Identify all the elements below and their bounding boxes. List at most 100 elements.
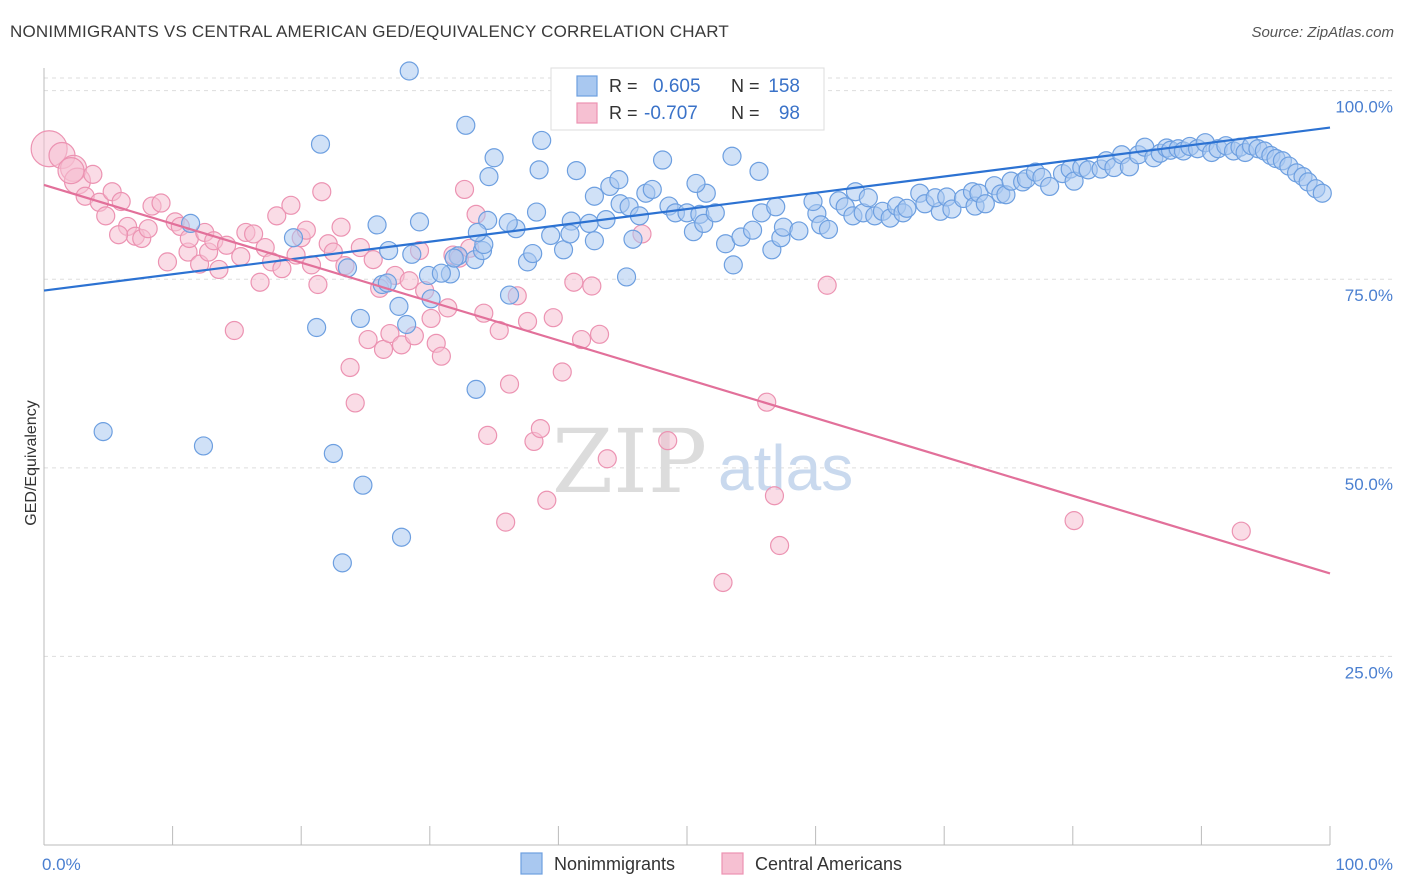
- point-nonimmigrants: [353, 475, 373, 495]
- point-nonimmigrants: [310, 134, 331, 154]
- stats-legend-swatch-pink: [576, 102, 598, 124]
- point-nonimmigrants: [391, 527, 412, 547]
- point-nonimmigrants: [766, 197, 786, 217]
- point-nonimmigrants: [897, 198, 917, 218]
- point-central-americans: [571, 329, 592, 350]
- point-central-americans: [157, 252, 178, 272]
- point-central-americans: [496, 512, 516, 532]
- point-nonimmigrants: [642, 179, 662, 200]
- stats-legend-n-value-blue: 158: [768, 76, 800, 97]
- trend-line-nonimmigrants: [43, 126, 1331, 292]
- point-nonimmigrants: [409, 212, 430, 232]
- point-nonimmigrants: [350, 308, 370, 329]
- point-nonimmigrants: [532, 130, 552, 151]
- point-central-americans: [597, 449, 617, 469]
- point-nonimmigrants: [789, 221, 809, 241]
- point-central-americans: [358, 329, 378, 350]
- point-nonimmigrants: [623, 229, 643, 249]
- point-central-americans: [474, 303, 494, 323]
- point-central-americans: [151, 193, 171, 213]
- point-nonimmigrants: [323, 443, 343, 464]
- point-nonimmigrants: [705, 203, 725, 223]
- point-nonimmigrants: [858, 188, 878, 208]
- point-central-americans: [224, 320, 244, 341]
- x-tick-label-max: 100.0%: [1335, 855, 1393, 874]
- point-central-americans: [312, 182, 332, 202]
- trend-lines: [43, 126, 1331, 575]
- point-central-americans: [764, 486, 785, 506]
- y-tick-label: 50.0%: [1345, 475, 1393, 494]
- point-nonimmigrants: [466, 379, 486, 399]
- point-nonimmigrants: [609, 170, 629, 190]
- point-nonimmigrants: [529, 160, 549, 180]
- point-central-americans: [363, 250, 383, 270]
- point-nonimmigrants: [484, 148, 504, 168]
- point-central-americans: [582, 276, 602, 296]
- legend-label-central-americans: Central Americans: [755, 854, 902, 874]
- y-tick-label: 75.0%: [1345, 286, 1393, 305]
- point-central-americans: [57, 156, 85, 185]
- point-central-americans: [108, 225, 129, 245]
- point-nonimmigrants: [616, 267, 637, 287]
- point-nonimmigrants: [379, 240, 399, 261]
- chart-title: NONIMMIGRANTS VS CENTRAL AMERICAN GED/EQ…: [10, 22, 730, 41]
- point-nonimmigrants: [526, 202, 547, 222]
- point-nonimmigrants: [467, 222, 487, 243]
- point-nonimmigrants: [1040, 176, 1060, 197]
- point-nonimmigrants: [818, 219, 839, 240]
- stats-legend-n-value-pink: 98: [779, 103, 800, 124]
- trend-line-central-americans: [43, 183, 1331, 575]
- point-nonimmigrants: [722, 146, 742, 166]
- point-nonimmigrants: [523, 243, 543, 264]
- legend-swatch-nonimmigrants: [520, 852, 543, 875]
- point-nonimmigrants: [566, 160, 587, 181]
- point-nonimmigrants: [686, 173, 706, 194]
- legend-swatch-central-americans: [721, 852, 744, 875]
- source-label: Source: ZipAtlas.com: [1251, 24, 1394, 41]
- point-central-americans: [250, 272, 270, 292]
- stats-legend-r-value-blue: 0.605: [653, 76, 701, 97]
- stats-legend-r-label-pink: R =: [609, 103, 638, 123]
- point-central-americans: [138, 219, 158, 239]
- point-central-americans: [267, 206, 287, 226]
- point-central-americans: [552, 362, 572, 382]
- point-nonimmigrants: [283, 228, 304, 248]
- point-central-americans: [454, 179, 475, 200]
- point-central-americans: [658, 431, 678, 451]
- point-central-americans: [564, 272, 584, 292]
- point-central-americans: [331, 217, 351, 237]
- point-central-americans: [244, 224, 264, 244]
- point-nonimmigrants: [723, 255, 743, 275]
- watermark-zip: ZIP: [552, 410, 707, 513]
- point-central-americans: [589, 324, 610, 344]
- point-central-americans: [713, 572, 733, 593]
- point-central-americans: [231, 246, 251, 267]
- legend-label-nonimmigrants: Nonimmigrants: [554, 854, 675, 874]
- point-central-americans: [1231, 521, 1251, 541]
- point-nonimmigrants: [742, 220, 763, 240]
- series-legend: Nonimmigrants Central Americans: [520, 852, 902, 875]
- point-central-americans: [281, 195, 301, 215]
- point-nonimmigrants: [402, 244, 422, 264]
- point-nonimmigrants: [93, 422, 113, 442]
- point-nonimmigrants: [803, 191, 823, 212]
- stats-legend-r-value-pink: -0.707: [644, 103, 698, 124]
- point-nonimmigrants: [444, 248, 464, 268]
- point-nonimmigrants: [560, 224, 580, 244]
- point-nonimmigrants: [749, 161, 769, 181]
- point-nonimmigrants: [193, 436, 214, 456]
- point-central-americans: [769, 535, 790, 556]
- point-nonimmigrants: [975, 194, 995, 214]
- point-central-americans: [817, 275, 837, 295]
- point-central-americans: [421, 308, 441, 329]
- point-nonimmigrants: [399, 61, 419, 81]
- point-nonimmigrants: [498, 213, 518, 233]
- point-nonimmigrants: [431, 263, 451, 283]
- point-nonimmigrants: [584, 186, 605, 206]
- stats-legend-swatch-blue: [576, 75, 598, 97]
- stats-legend: R = 0.605 N = 158 R = -0.707 N = 98: [550, 67, 825, 131]
- point-nonimmigrants: [1312, 183, 1332, 203]
- point-nonimmigrants: [499, 285, 520, 305]
- point-central-americans: [1064, 511, 1084, 531]
